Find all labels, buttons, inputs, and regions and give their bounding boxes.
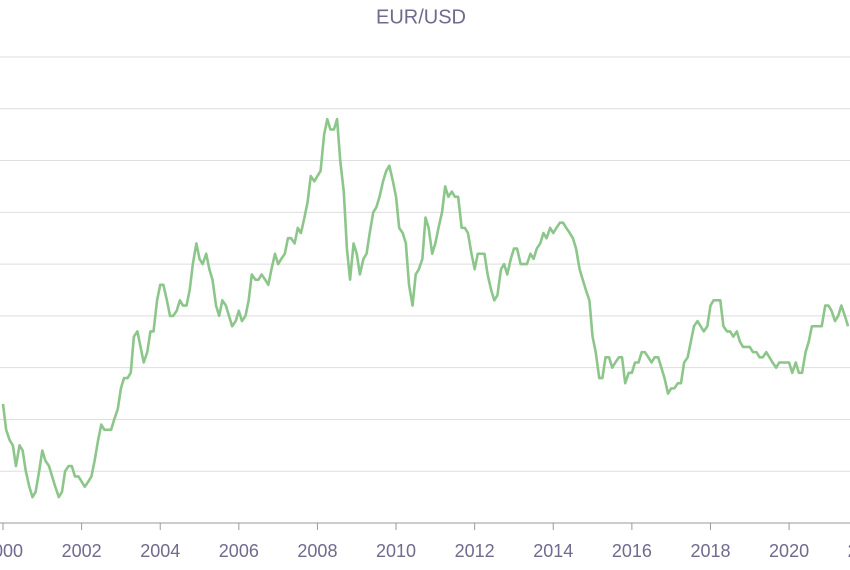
x-tick-label: 2006 bbox=[219, 541, 259, 561]
x-tick-label: 2018 bbox=[690, 541, 730, 561]
x-tick-label: 2016 bbox=[612, 541, 652, 561]
x-tick-label: 2008 bbox=[297, 541, 337, 561]
x-tick-label: 2022 bbox=[848, 541, 850, 561]
x-tick-label: 2014 bbox=[533, 541, 573, 561]
x-tick-label: 2010 bbox=[376, 541, 416, 561]
x-tick-label: 2012 bbox=[455, 541, 495, 561]
x-tick-label: 2000 bbox=[0, 541, 23, 561]
x-tick-label: 2020 bbox=[769, 541, 809, 561]
line-series bbox=[1, 117, 850, 499]
x-tick-label: 2002 bbox=[62, 541, 102, 561]
x-tick-label: 2004 bbox=[140, 541, 180, 561]
chart-title: EUR/USD bbox=[376, 6, 466, 28]
